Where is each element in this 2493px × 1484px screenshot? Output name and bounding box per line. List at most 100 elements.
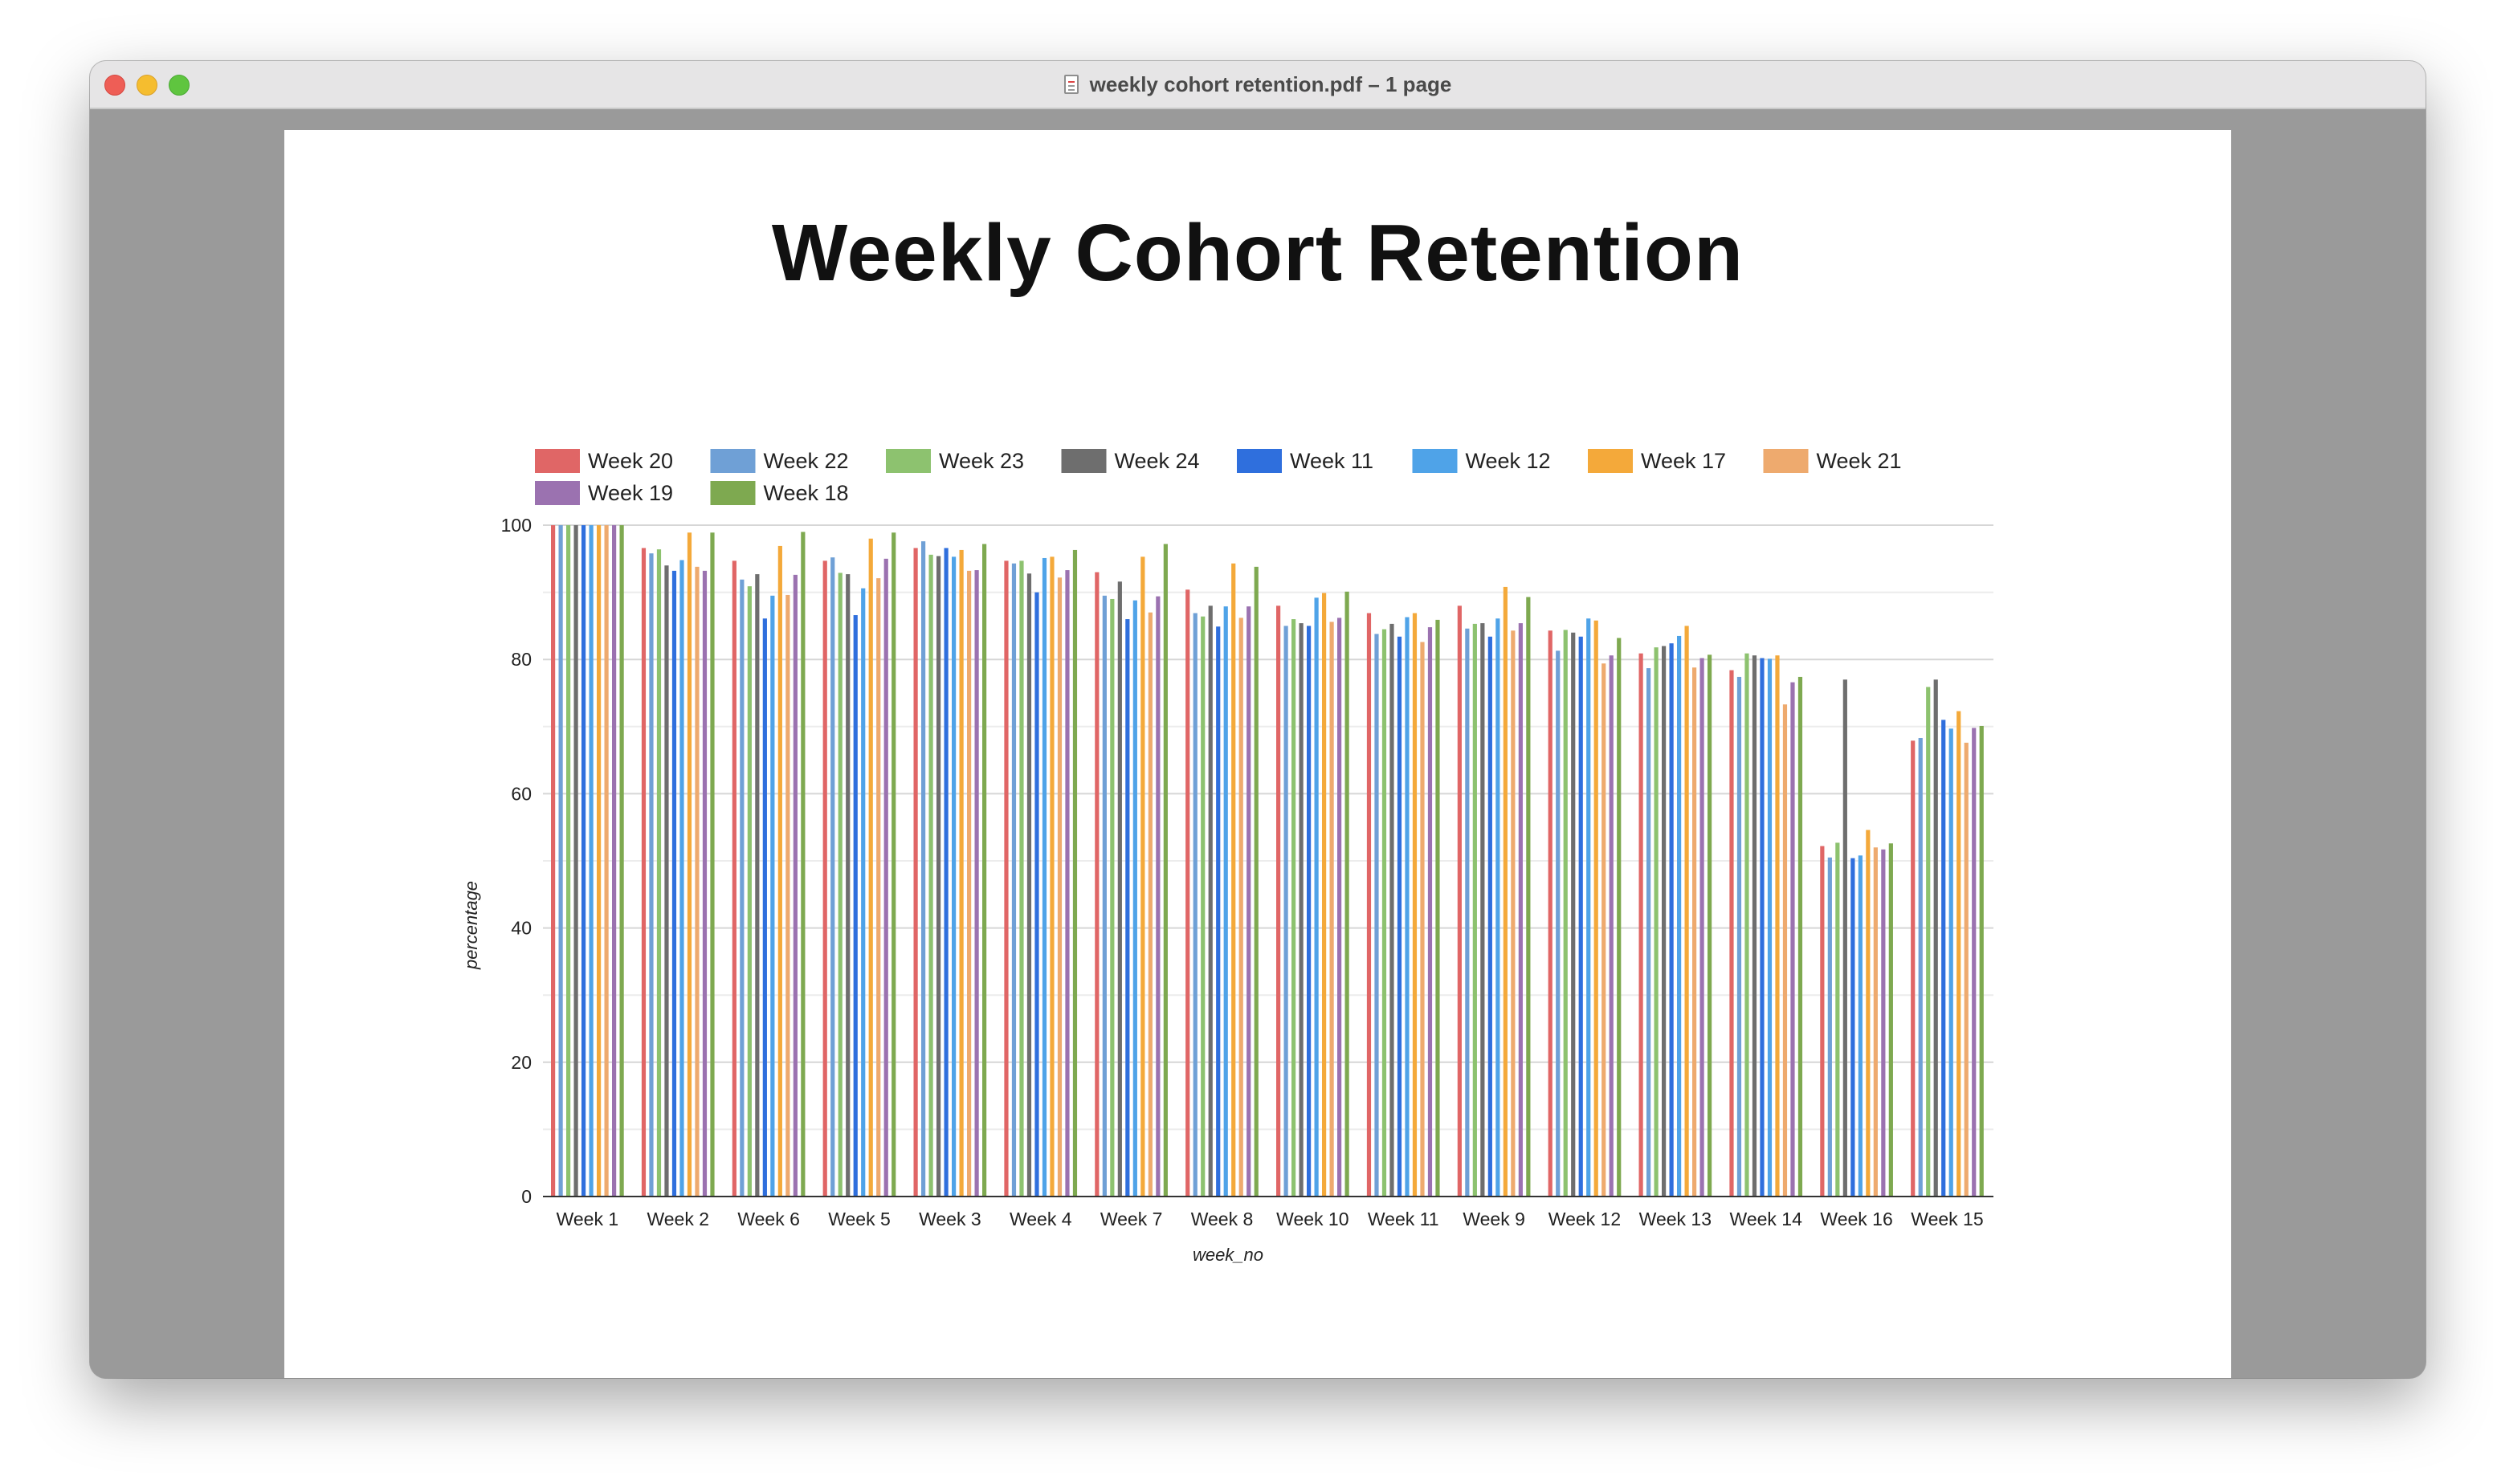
bar — [1842, 679, 1847, 1197]
bar — [1503, 586, 1508, 1197]
bar — [671, 570, 677, 1197]
bar — [1231, 563, 1236, 1197]
bar — [1201, 616, 1206, 1197]
bar — [589, 525, 594, 1197]
x-tick-label: Week 1 — [557, 1209, 619, 1229]
bar — [1526, 597, 1531, 1197]
bar — [1156, 596, 1161, 1197]
x-tick-label: Week 9 — [1463, 1209, 1525, 1229]
bar — [1684, 626, 1689, 1197]
bar — [892, 532, 896, 1197]
bar — [1185, 589, 1190, 1197]
zoom-window-button[interactable] — [169, 75, 190, 96]
document-viewport[interactable]: Weekly Cohort Retention 0 20 40 60 80 100 Week… — [90, 109, 2426, 1378]
bar — [928, 554, 933, 1197]
bar — [1677, 635, 1682, 1197]
pdf-page: Weekly Cohort Retention 0 20 40 60 80 100 Week… — [284, 130, 2231, 1378]
bar-chart: 0 20 40 60 80 100 Week 1 Week 2 Week 6 Week 5 Week… — [461, 449, 1993, 1265]
bar — [1956, 711, 1961, 1197]
bar — [1669, 643, 1674, 1197]
bar — [687, 532, 692, 1197]
bar — [1472, 623, 1477, 1197]
bar — [793, 574, 798, 1197]
pdf-viewer-window: weekly cohort retention.pdf – 1 page Wee… — [90, 61, 2426, 1378]
bar — [1609, 655, 1614, 1197]
x-tick-label: Week 15 — [1911, 1209, 1983, 1229]
bar — [1299, 623, 1304, 1197]
pdf-document-icon — [1063, 75, 1079, 94]
chart-title: Weekly Cohort Retention — [771, 208, 1744, 298]
bar — [1850, 858, 1855, 1197]
bar — [861, 588, 866, 1197]
bar — [1767, 658, 1773, 1197]
close-window-button[interactable] — [104, 75, 125, 96]
bar — [1095, 572, 1100, 1197]
bar — [1708, 654, 1712, 1197]
legend-swatch — [1061, 449, 1107, 473]
bar — [702, 570, 708, 1197]
bar — [967, 570, 972, 1197]
bar — [883, 558, 888, 1197]
title-bar[interactable]: weekly cohort retention.pdf – 1 page — [90, 61, 2426, 109]
bar — [566, 525, 571, 1197]
y-tick-label: 0 — [521, 1186, 532, 1207]
bar — [1366, 613, 1372, 1197]
bar — [1465, 628, 1470, 1197]
bar — [1586, 618, 1591, 1197]
bar — [1314, 597, 1319, 1197]
bar — [1397, 636, 1402, 1197]
bar — [1654, 647, 1659, 1197]
legend-swatch — [1237, 449, 1282, 473]
bar — [1405, 617, 1410, 1197]
bar — [1254, 566, 1259, 1197]
bar — [1140, 556, 1145, 1197]
bar — [1760, 658, 1765, 1197]
bar — [1881, 849, 1886, 1197]
bar — [1065, 570, 1070, 1197]
bar — [1964, 742, 1969, 1197]
bar — [1729, 670, 1734, 1197]
bar — [1752, 655, 1757, 1197]
bar — [1571, 632, 1576, 1197]
bar — [1019, 561, 1024, 1197]
bar — [785, 594, 790, 1197]
bar — [1511, 630, 1516, 1197]
bar — [936, 556, 941, 1197]
bar — [1948, 728, 1953, 1197]
bar — [581, 525, 586, 1197]
x-tick-label: Week 12 — [1548, 1209, 1621, 1229]
bar — [1026, 573, 1032, 1197]
bar — [1662, 646, 1667, 1197]
bar — [551, 525, 556, 1197]
bar — [1918, 738, 1923, 1197]
bar — [822, 561, 827, 1197]
bar — [1941, 720, 1946, 1197]
bar — [1933, 679, 1938, 1197]
legend-swatch — [710, 449, 756, 473]
legend-label: Week 24 — [1115, 449, 1200, 473]
bar — [1072, 549, 1078, 1197]
y-axis-label: percentage — [461, 881, 481, 970]
minimize-window-button[interactable] — [137, 75, 157, 96]
bar — [1827, 857, 1832, 1197]
bar — [641, 548, 647, 1197]
bar — [1617, 638, 1622, 1197]
bar — [944, 548, 949, 1197]
bar — [1435, 619, 1440, 1197]
bar — [1004, 561, 1009, 1197]
bar — [1926, 687, 1931, 1197]
bar — [770, 595, 775, 1197]
legend-swatch — [535, 449, 580, 473]
bar — [1208, 605, 1213, 1197]
bar — [1132, 600, 1137, 1197]
bar — [1125, 619, 1130, 1197]
x-tick-label: Week 16 — [1820, 1209, 1892, 1229]
bar — [1736, 676, 1742, 1197]
legend-label: Week 23 — [939, 449, 1024, 473]
bar — [876, 578, 881, 1197]
y-tick-label: 100 — [501, 515, 532, 536]
bar — [1548, 630, 1553, 1197]
bar — [1381, 629, 1387, 1197]
legend-label: Week 12 — [1466, 449, 1551, 473]
bar — [762, 618, 767, 1197]
